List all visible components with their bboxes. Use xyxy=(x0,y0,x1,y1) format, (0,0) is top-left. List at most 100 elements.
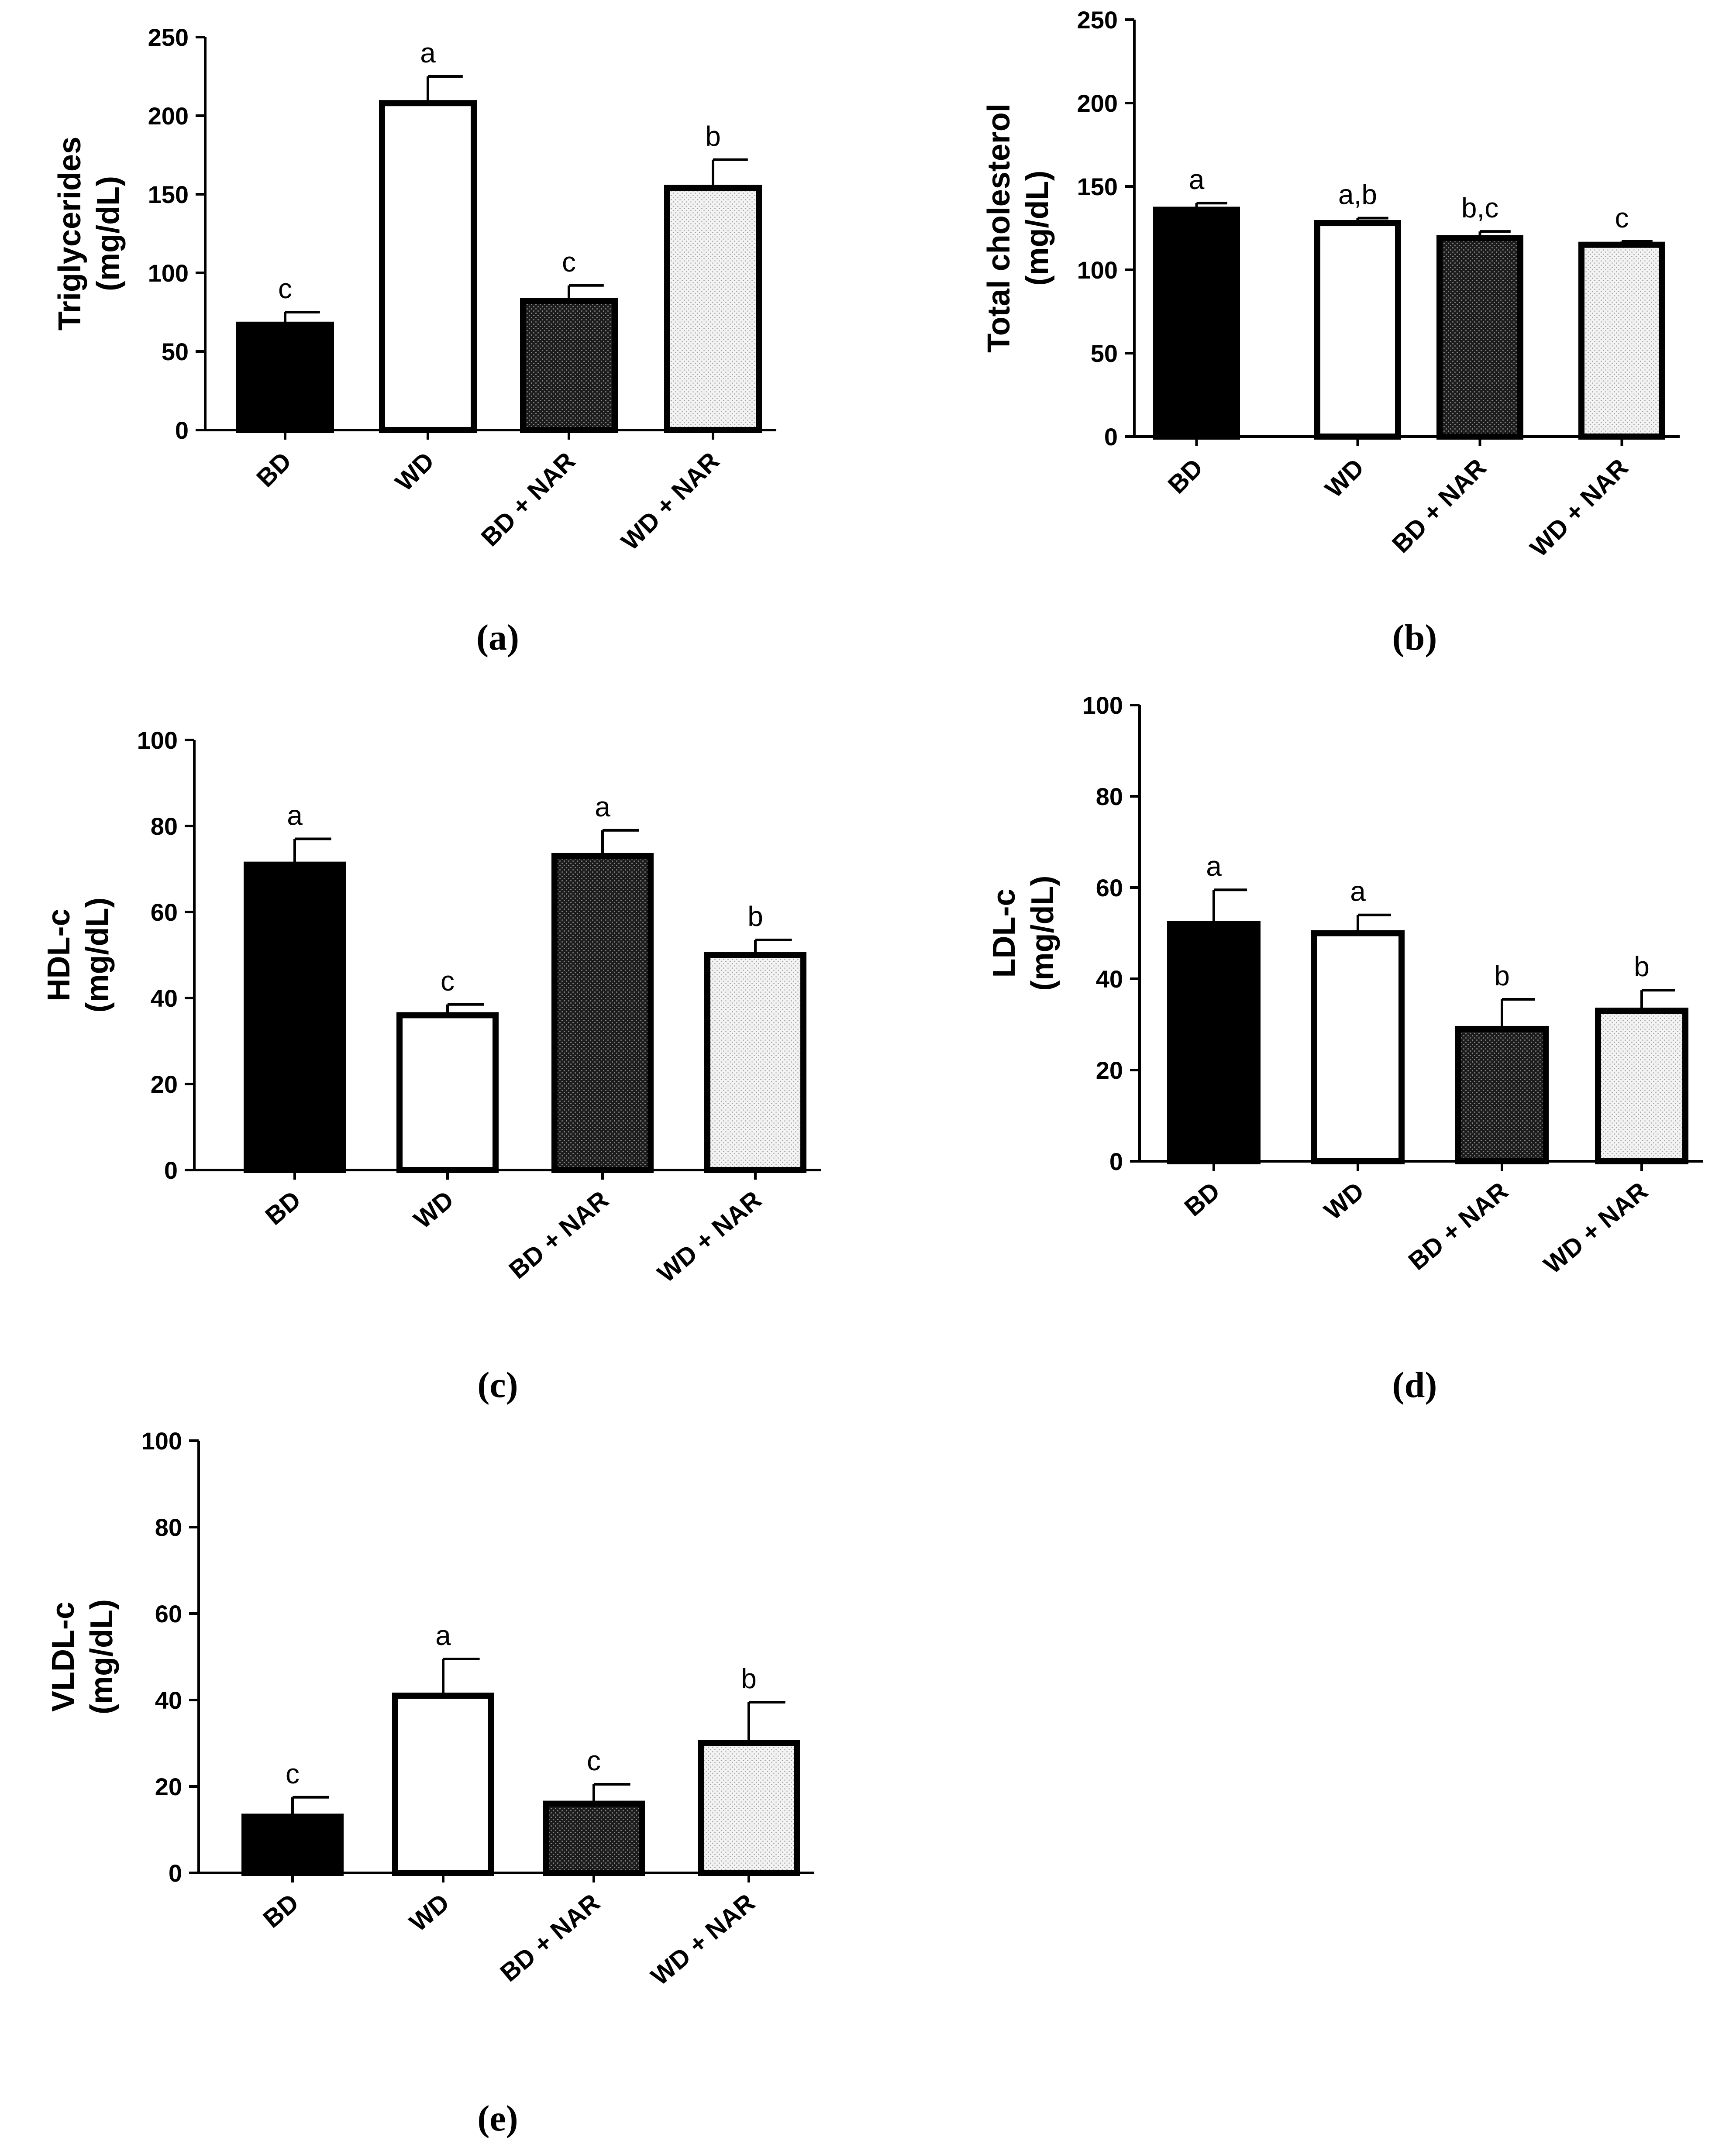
significance-letter: b xyxy=(1494,960,1510,991)
bar-wd xyxy=(1311,930,1405,1164)
bar-bd xyxy=(244,861,346,1173)
y-tick-label: 150 xyxy=(1077,173,1118,200)
panel-label: (c) xyxy=(477,1365,518,1405)
y-tick-label: 40 xyxy=(1096,965,1123,993)
panel-label: (e) xyxy=(477,2098,518,2139)
x-tick-label: WD + NAR xyxy=(616,447,725,556)
y-tick-label: 0 xyxy=(1104,423,1118,451)
panel-label: (a) xyxy=(476,617,519,658)
y-axis-title: LDL-c xyxy=(987,889,1022,978)
y-tick-label: 80 xyxy=(151,812,178,840)
bar-wd xyxy=(1314,220,1401,440)
y-tick-label: 40 xyxy=(151,984,178,1012)
x-tick-label: WD xyxy=(1319,1177,1370,1225)
y-tick-label: 80 xyxy=(1096,783,1123,810)
x-tick-label: WD xyxy=(390,447,440,496)
significance-letter: c xyxy=(587,1745,601,1776)
significance-letter: b xyxy=(747,901,763,932)
bar-bd xyxy=(1167,921,1261,1165)
x-tick-label: WD + NAR xyxy=(646,1888,761,1991)
chart-d: 0 20 40 60 80 100 LDL-c (mg/dL) a BD a WD b BD + NAR b… xyxy=(987,692,1703,1405)
x-tick-label: BD + NAR xyxy=(495,1888,606,1987)
bar-bd-nar xyxy=(551,853,654,1173)
y-axis-title: (mg/dL) xyxy=(1025,876,1060,991)
y-tick-label: 0 xyxy=(164,1156,178,1184)
y-tick-label: 100 xyxy=(137,726,178,754)
bar-wd-nar xyxy=(1595,1008,1688,1164)
x-tick-label: BD xyxy=(1179,1177,1225,1222)
significance-letter: b,c xyxy=(1461,192,1498,224)
y-axis-title: (mg/dL) xyxy=(1020,171,1055,286)
significance-letter: a xyxy=(1189,164,1205,195)
bar-bd xyxy=(236,321,334,433)
x-tick-label: BD xyxy=(260,1185,306,1231)
x-tick-label: BD + NAR xyxy=(504,1185,614,1284)
x-tick-label: WD + NAR xyxy=(652,1185,767,1288)
bar-bd xyxy=(1153,206,1240,440)
y-tick-label: 60 xyxy=(1096,874,1123,902)
bar-wd-nar xyxy=(664,185,762,434)
y-tick-label: 60 xyxy=(151,898,178,926)
bar-wd-nar xyxy=(1578,241,1665,440)
y-tick-label: 150 xyxy=(148,181,189,208)
y-tick-label: 200 xyxy=(148,102,189,130)
y-axis-title: HDL-c xyxy=(41,909,76,1001)
chart-a: 0 50 100 150 200 250 Triglycerides (mg/dL) c BD a W… xyxy=(52,24,776,658)
significance-letter: a xyxy=(1350,876,1366,907)
y-tick-label: 50 xyxy=(1091,340,1118,367)
bar-bd-nar xyxy=(543,1800,645,1876)
y-axis-title: (mg/dL) xyxy=(80,898,115,1013)
y-tick-label: 0 xyxy=(169,1859,182,1887)
significance-letter: b xyxy=(1634,951,1650,982)
bar-wd-nar xyxy=(704,952,806,1173)
y-tick-label: 20 xyxy=(151,1070,178,1098)
significance-letter: c xyxy=(441,965,455,997)
x-tick-label: BD + NAR xyxy=(1387,453,1492,558)
y-tick-label: 20 xyxy=(155,1773,182,1800)
y-tick-label: 40 xyxy=(155,1686,182,1714)
x-tick-label: WD xyxy=(409,1185,459,1234)
x-tick-label: WD xyxy=(1319,453,1369,503)
y-tick-label: 0 xyxy=(175,416,189,444)
y-axis-title: Triglycerides xyxy=(52,137,87,330)
significance-letter: c xyxy=(1615,202,1629,234)
significance-letter: c xyxy=(286,1758,300,1790)
x-tick-label: BD + NAR xyxy=(1403,1177,1514,1276)
x-tick-label: WD + NAR xyxy=(1525,453,1634,562)
significance-letter: c xyxy=(562,246,576,278)
bar-wd xyxy=(396,1012,499,1173)
y-tick-label: 100 xyxy=(148,259,189,287)
y-tick-label: 50 xyxy=(162,338,189,365)
panel-label: (b) xyxy=(1392,617,1437,658)
bar-bd-nar xyxy=(520,298,618,433)
x-tick-label: WD xyxy=(404,1888,455,1937)
bar-wd-nar xyxy=(698,1740,800,1876)
y-axis-title: (mg/dL) xyxy=(91,176,126,291)
y-tick-label: 250 xyxy=(148,24,189,51)
significance-letter: a xyxy=(287,800,303,831)
significance-letter: a xyxy=(435,1620,451,1651)
bar-bd-nar xyxy=(1436,235,1523,440)
bar-wd xyxy=(379,100,477,433)
significance-letter: a xyxy=(595,791,610,822)
y-tick-label: 0 xyxy=(1109,1148,1123,1175)
bar-wd xyxy=(392,1693,494,1876)
y-tick-label: 100 xyxy=(141,1427,182,1455)
y-tick-label: 60 xyxy=(155,1600,182,1628)
significance-letter: a,b xyxy=(1338,179,1377,210)
bar-bd-nar xyxy=(1455,1026,1549,1164)
y-axis-title: Total cholesterol xyxy=(982,103,1016,353)
x-tick-label: BD xyxy=(1162,453,1208,499)
y-axis-title: VLDL-c xyxy=(46,1602,81,1712)
y-axis-title: (mg/dL) xyxy=(84,1599,119,1714)
significance-letter: b xyxy=(741,1663,757,1694)
panel-label: (d) xyxy=(1392,1365,1437,1405)
chart-c: 0 20 40 60 80 100 HDL-c (mg/dL) a BD c WD a BD + NAR b… xyxy=(41,726,821,1405)
bar-bd xyxy=(241,1814,344,1876)
y-tick-label: 200 xyxy=(1077,89,1118,117)
x-tick-label: BD xyxy=(251,447,297,492)
significance-letter: c xyxy=(278,273,292,304)
significance-letter: b xyxy=(705,120,721,152)
significance-letter: a xyxy=(420,37,436,69)
